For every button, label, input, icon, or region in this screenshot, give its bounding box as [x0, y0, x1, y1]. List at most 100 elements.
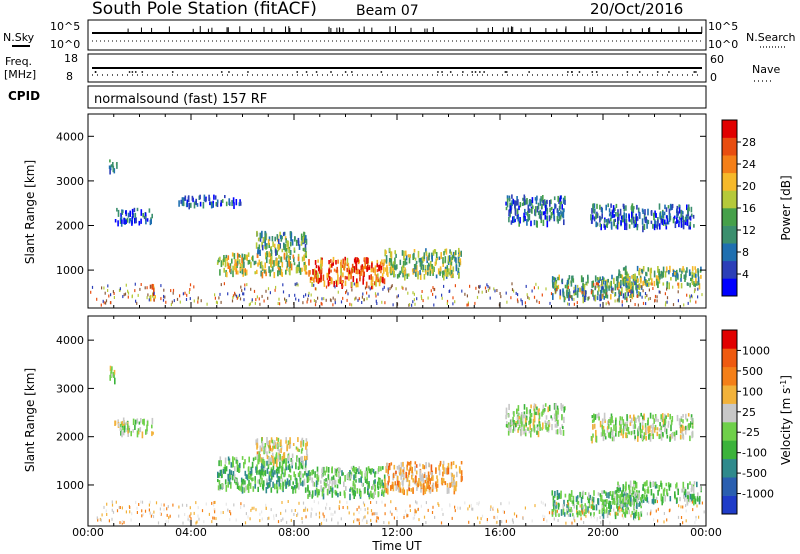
- scatter-cell-7-163: [623, 425, 625, 431]
- scatter-cell-5-39: [125, 421, 128, 425]
- scatter-cell-8-80: [508, 209, 511, 215]
- scatter-cell-3-79: [407, 254, 410, 258]
- scatter-cell-0-151: [303, 265, 306, 271]
- scatter-cell-6-105: [562, 426, 564, 430]
- scatter-cell-6-5: [214, 195, 217, 200]
- scatter-cell-1-60: [276, 443, 279, 449]
- scatter-cell-8-109: [562, 508, 565, 515]
- ground-scatter-340: [501, 520, 503, 524]
- scatter-cell-3-166: [421, 260, 423, 266]
- scatter-cell-8-76: [526, 198, 528, 205]
- ground-scatter-260: [484, 286, 487, 290]
- scatter-cell-2-129: [328, 260, 330, 265]
- scatter-cell-6-120: [561, 414, 563, 421]
- scatter-cell-3-203: [388, 476, 390, 483]
- scatter-cell-0-76: [264, 262, 266, 269]
- scatter-cell-9-125: [621, 498, 624, 505]
- ground-scatter-238: [173, 299, 175, 303]
- scatter-cell-8-204: [626, 510, 628, 515]
- scatter-cell-2-88: [317, 259, 319, 263]
- scatter-cell-3-110: [424, 479, 427, 484]
- ground-scatter-378: [690, 294, 693, 298]
- ground-scatter-70: [243, 298, 245, 302]
- ground-scatter-95: [240, 506, 242, 509]
- ground-scatter-28: [146, 286, 148, 290]
- y-tick-label-2: 2000: [56, 431, 84, 444]
- ground-scatter-188: [270, 508, 272, 512]
- ground-scatter-1: [513, 512, 516, 516]
- ground-scatter-93: [301, 517, 303, 520]
- scatter-cell-11-129: [625, 282, 628, 290]
- scatter-cell-0-123: [247, 486, 250, 493]
- scatter-cell-7-127: [669, 436, 671, 442]
- scatter-cell-3-104: [458, 254, 460, 258]
- scatter-cell-7-191: [688, 423, 690, 431]
- scatter-cell-3-156: [408, 487, 410, 492]
- scatter-cell-10-107: [607, 278, 609, 283]
- scatter-cell-7-237: [619, 427, 621, 432]
- scatter-cell-3-13: [390, 485, 392, 491]
- scatter-cell-8-42: [576, 510, 578, 515]
- ground-scatter-94: [691, 500, 693, 504]
- scatter-cell-8-181: [563, 512, 566, 517]
- ground-scatter-51: [358, 511, 360, 514]
- scatter-cell-8-128: [509, 213, 511, 218]
- scatter-cell-5-41: [118, 422, 120, 427]
- ground-scatter-389: [368, 285, 370, 289]
- scatter-cell-3-95: [392, 261, 395, 268]
- ground-scatter-412: [167, 505, 169, 509]
- scatter-cell-6-9: [519, 419, 521, 427]
- scatter-cell-2-181: [382, 262, 384, 267]
- ground-scatter-310: [556, 509, 558, 513]
- scatter-cell-1-31: [298, 244, 301, 250]
- ground-scatter-148: [566, 507, 568, 511]
- scatter-cell-3-219: [453, 485, 456, 492]
- scatter-cell-0-238: [288, 466, 291, 470]
- scatter-cell-2-215: [378, 479, 381, 486]
- scatter-cell-5-17: [139, 427, 142, 433]
- scatter-cell-2-63: [315, 270, 317, 275]
- scatter-cell-9-63: [656, 484, 658, 489]
- scatter-cell-1-63: [255, 242, 258, 249]
- ground-scatter-94: [189, 297, 191, 301]
- power-colorbar-swatches: [722, 120, 737, 297]
- scatter-cell-9-68: [622, 484, 625, 491]
- scatter-cell-0-172: [288, 260, 291, 267]
- scatter-cell-11-16: [675, 275, 677, 282]
- ground-scatter-159: [113, 296, 115, 299]
- nave-dot-20: [578, 71, 581, 73]
- scatter-cell-8-142: [575, 496, 578, 502]
- ground-scatter-133: [478, 285, 480, 289]
- scatter-cell-10-62: [618, 296, 620, 303]
- scatter-cell-2-115: [377, 481, 379, 489]
- scatter-cell-8-34: [518, 220, 520, 227]
- nave-dot-33: [693, 71, 696, 73]
- scatter-cell-3-189: [390, 259, 392, 266]
- ground-scatter-373: [570, 295, 572, 299]
- scatter-cell-3-103: [459, 261, 462, 266]
- ground-scatter-267: [476, 295, 479, 299]
- scatter-cell-8-102: [554, 509, 557, 513]
- power-colorbar-label: Power [dB]: [779, 175, 793, 240]
- scatter-cell-10-145: [552, 293, 554, 300]
- scatter-cell-7-109: [648, 434, 650, 440]
- scatter-cell-0-98: [254, 260, 257, 264]
- scatter-cell-9-179: [595, 221, 597, 228]
- ground-scatter-214: [110, 293, 112, 297]
- ground-scatter-366: [682, 505, 684, 509]
- scatter-cell-3-148: [420, 265, 422, 270]
- scatter-cell-10-91: [631, 293, 634, 300]
- ground-scatter-339: [404, 509, 407, 513]
- ground-scatter-376: [325, 518, 328, 522]
- scatter-cell-3-117: [422, 483, 425, 489]
- ground-scatter-348: [297, 512, 299, 516]
- ground-scatter-392: [153, 298, 155, 302]
- ground-scatter-171: [542, 501, 544, 505]
- scatter-cell-3-127: [455, 265, 458, 272]
- scatter-cell-3-149: [384, 478, 386, 486]
- scatter-cell-2-6: [320, 267, 323, 274]
- ground-scatter-134: [244, 287, 246, 291]
- scatter-cell-1-82: [259, 238, 262, 242]
- scatter-cell-3-102: [429, 269, 432, 276]
